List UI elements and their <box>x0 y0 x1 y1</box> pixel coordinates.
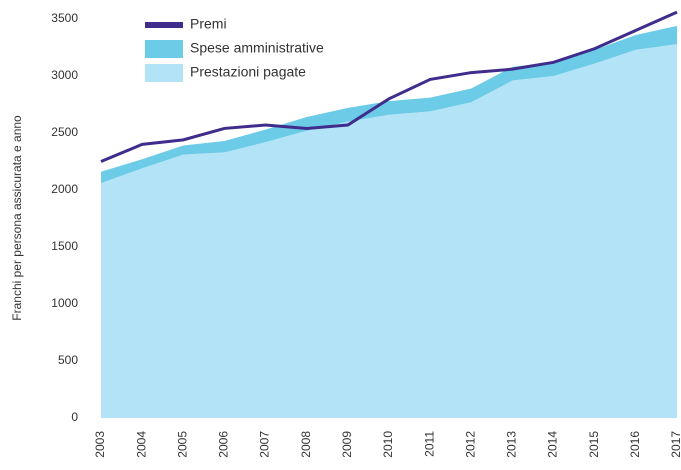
legend-swatch <box>145 40 183 58</box>
y-tick-label: 1500 <box>51 239 78 253</box>
x-tick-label: 2005 <box>175 431 189 458</box>
legend: Premi Spese amministrative Prestazioni pag… <box>145 16 324 82</box>
legend-swatch <box>145 64 183 82</box>
x-tick-label: 2014 <box>546 431 560 458</box>
y-tick-label: 500 <box>58 353 78 367</box>
x-tick-label: 2017 <box>669 431 681 458</box>
x-tick-label: 2004 <box>134 431 148 458</box>
y-tick-label: 3500 <box>51 11 78 25</box>
x-tick-label: 2006 <box>217 431 231 458</box>
x-tick-label: 2013 <box>505 431 519 458</box>
line <box>100 10 678 163</box>
y-tick-label: 0 <box>71 410 78 424</box>
x-tick-label: 2012 <box>463 431 477 458</box>
legend-label: Spese amministrative <box>190 40 324 56</box>
x-tick-label: 2009 <box>340 431 354 458</box>
y-tick-label: 1000 <box>51 296 78 310</box>
legend-label: Prestazioni pagate <box>190 64 306 80</box>
area <box>101 44 677 418</box>
y-tick-label: 2000 <box>51 182 78 196</box>
y-axis-label: Franchi per persona assicurata e anno <box>10 115 24 321</box>
y-tick-label: 3000 <box>51 68 78 82</box>
x-tick-label: 2003 <box>93 431 107 458</box>
x-tick-label: 2010 <box>381 431 395 458</box>
x-tick-label: 2015 <box>587 431 601 458</box>
legend-swatch <box>145 22 183 28</box>
x-tick-label: 2008 <box>299 431 313 458</box>
y-tick-label: 2500 <box>51 125 78 139</box>
legend-label: Premi <box>190 16 227 32</box>
x-tick-label: 2007 <box>258 431 272 458</box>
x-tick-label: 2016 <box>628 431 642 458</box>
x-tick-label: 2011 <box>422 431 436 457</box>
